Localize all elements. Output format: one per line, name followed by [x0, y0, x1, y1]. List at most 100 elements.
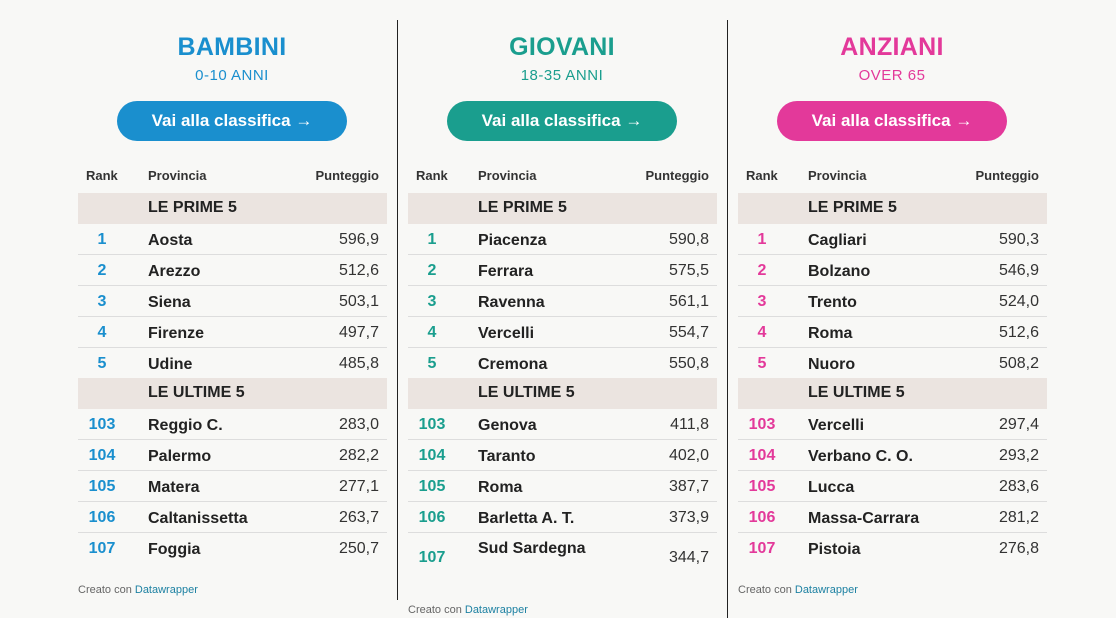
table-row: 5 Nuoro 508,2	[738, 348, 1047, 378]
rank-cell: 106	[88, 509, 116, 526]
header-province: Provincia	[478, 168, 537, 183]
score-cell: 485,8	[338, 355, 379, 372]
credit-prefix: Creato con	[738, 584, 795, 596]
rank-cell: 5	[97, 355, 107, 372]
score-cell: 277,1	[338, 478, 379, 495]
credit-footer: Creato con Datawrapper	[738, 584, 858, 596]
table-row: 103 Genova 411,8	[408, 409, 717, 440]
score-cell: 276,8	[998, 540, 1039, 557]
score-cell: 402,0	[668, 447, 709, 464]
table-row: 1 Cagliari 590,3	[738, 224, 1047, 255]
rank-cell: 4	[757, 324, 767, 341]
table-row: 105 Roma 387,7	[408, 471, 717, 502]
rank-cell: 5	[427, 355, 437, 372]
province-cell: Udine	[148, 356, 193, 373]
score-cell: 550,8	[668, 355, 709, 372]
province-cell: Reggio C.	[148, 417, 223, 434]
view-ranking-button[interactable]: Vai alla classifica →	[447, 101, 677, 141]
score-cell: 546,9	[998, 262, 1039, 279]
rank-cell: 103	[418, 416, 446, 433]
section-label: LE PRIME 5	[808, 199, 897, 216]
rank-cell: 1	[97, 231, 107, 248]
score-cell: 497,7	[338, 324, 379, 341]
province-cell: Verbano C. O.	[808, 448, 913, 465]
score-cell: 283,6	[998, 478, 1039, 495]
rank-cell: 105	[88, 478, 116, 495]
table-row: 1 Piacenza 590,8	[408, 224, 717, 255]
header-score: Punteggio	[975, 168, 1039, 183]
button-label: Vai alla classifica →	[481, 111, 643, 130]
section-header-top: LE PRIME 5	[408, 193, 717, 224]
column-subtitle: 18-35 ANNI	[520, 67, 604, 84]
table-row: 1 Aosta 596,9	[78, 224, 387, 255]
header-province: Provincia	[808, 168, 867, 183]
header-province: Provincia	[148, 168, 207, 183]
rank-cell: 103	[88, 416, 116, 433]
table-row: 2 Arezzo 512,6	[78, 255, 387, 286]
rank-cell: 3	[97, 293, 107, 310]
header-score: Punteggio	[315, 168, 379, 183]
rank-cell: 104	[418, 447, 446, 464]
rank-cell: 105	[748, 478, 776, 495]
score-cell: 250,7	[338, 540, 379, 557]
rank-cell: 107	[88, 540, 116, 557]
province-cell: Massa-Carrara	[808, 510, 920, 527]
datawrapper-link[interactable]: Datawrapper	[464, 604, 528, 616]
rank-cell: 2	[757, 262, 767, 279]
province-cell: Firenze	[148, 325, 205, 342]
section-header-top: LE PRIME 5	[738, 193, 1047, 224]
section-header-bottom: LE ULTIME 5	[78, 378, 387, 409]
table-header: Rank Provincia Punteggio	[408, 168, 717, 188]
score-cell: 263,7	[338, 509, 379, 526]
table-row: 107 Pistoia 276,8	[738, 533, 1047, 563]
section-label: LE ULTIME 5	[148, 384, 245, 401]
score-cell: 283,0	[338, 416, 379, 433]
rank-cell: 3	[757, 293, 767, 310]
datawrapper-link[interactable]: Datawrapper	[794, 584, 858, 596]
score-cell: 508,2	[998, 355, 1039, 372]
table-row: 107 Foggia 250,7	[78, 533, 387, 563]
table-row: 4 Roma 512,6	[738, 317, 1047, 348]
table-header: Rank Provincia Punteggio	[78, 168, 387, 188]
score-cell: 554,7	[668, 324, 709, 341]
table-row: 3 Siena 503,1	[78, 286, 387, 317]
score-cell: 387,7	[668, 478, 709, 495]
ranking-table: LE PRIME 5 1 Aosta 596,9 2 Arezzo 512,6 3 Siena 5…	[78, 193, 387, 563]
table-row: 2 Ferrara 575,5	[408, 255, 717, 286]
table-row: 106 Barletta A. T. 373,9	[408, 502, 717, 533]
province-cell: Piacenza	[478, 232, 547, 249]
table-row: 104 Verbano C. O. 293,2	[738, 440, 1047, 471]
table-row: 103 Reggio C. 283,0	[78, 409, 387, 440]
score-cell: 590,8	[668, 231, 709, 248]
section-label: LE ULTIME 5	[478, 384, 575, 401]
table-row: 107 Sud Sardegna 344,7	[408, 533, 717, 577]
score-cell: 512,6	[338, 262, 379, 279]
table-row: 106 Massa-Carrara 281,2	[738, 502, 1047, 533]
ranking-table: LE PRIME 5 1 Piacenza 590,8 2 Ferrara 575,5 3 Ra…	[408, 193, 717, 577]
province-cell: Sud Sardegna	[478, 540, 586, 557]
table-row: 5 Udine 485,8	[78, 348, 387, 378]
score-cell: 590,3	[998, 231, 1039, 248]
province-cell: Caltanissetta	[148, 510, 248, 527]
score-cell: 281,2	[998, 509, 1039, 526]
rank-cell: 106	[418, 509, 446, 526]
province-cell: Aosta	[148, 232, 193, 249]
rank-cell: 103	[748, 416, 776, 433]
rank-cell: 104	[748, 447, 776, 464]
rank-cell: 104	[88, 447, 116, 464]
score-cell: 373,9	[668, 509, 709, 526]
rank-cell: 3	[427, 293, 437, 310]
province-cell: Roma	[478, 479, 523, 496]
province-cell: Vercelli	[478, 325, 535, 342]
province-cell: Cremona	[478, 356, 548, 373]
view-ranking-button[interactable]: Vai alla classifica →	[777, 101, 1007, 141]
table-row: 4 Vercelli 554,7	[408, 317, 717, 348]
province-cell: Vercelli	[808, 417, 865, 434]
view-ranking-button[interactable]: Vai alla classifica →	[117, 101, 347, 141]
rank-cell: 1	[427, 231, 437, 248]
datawrapper-link[interactable]: Datawrapper	[134, 584, 198, 596]
province-cell: Ferrara	[478, 263, 534, 280]
province-cell: Trento	[808, 294, 857, 311]
table-row: 3 Ravenna 561,1	[408, 286, 717, 317]
province-cell: Foggia	[148, 541, 201, 558]
